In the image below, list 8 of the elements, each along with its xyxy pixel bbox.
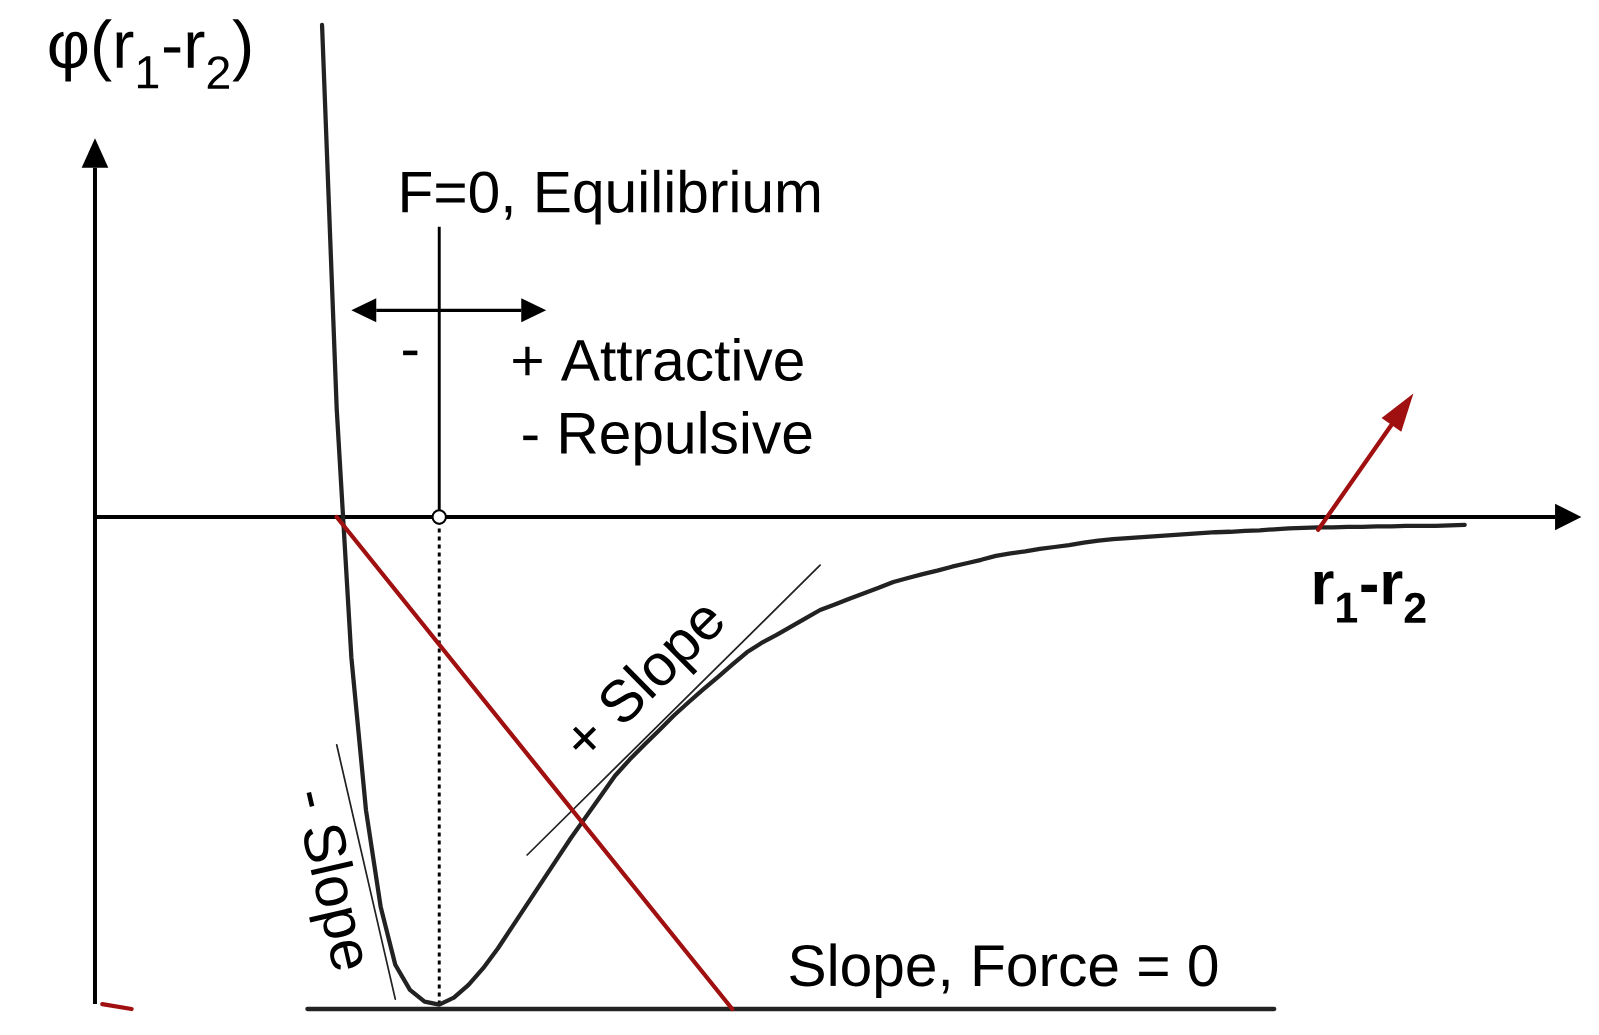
x-axis-title: r$_{1}$-r$_{2}$ [1314, 571, 1426, 623]
annotation: - Repulsive [523, 410, 812, 466]
annotation: - [403, 350, 418, 356]
series-label: Slope, Force = 0 [790, 943, 1218, 999]
annotation: F=0, Equilibrium [402, 169, 820, 225]
annotation: + Attractive [513, 338, 803, 382]
y-axis-title: φ(r$_{1}$-r$_{2}$) [49, 19, 251, 89]
text: - Slope [304, 791, 363, 970]
